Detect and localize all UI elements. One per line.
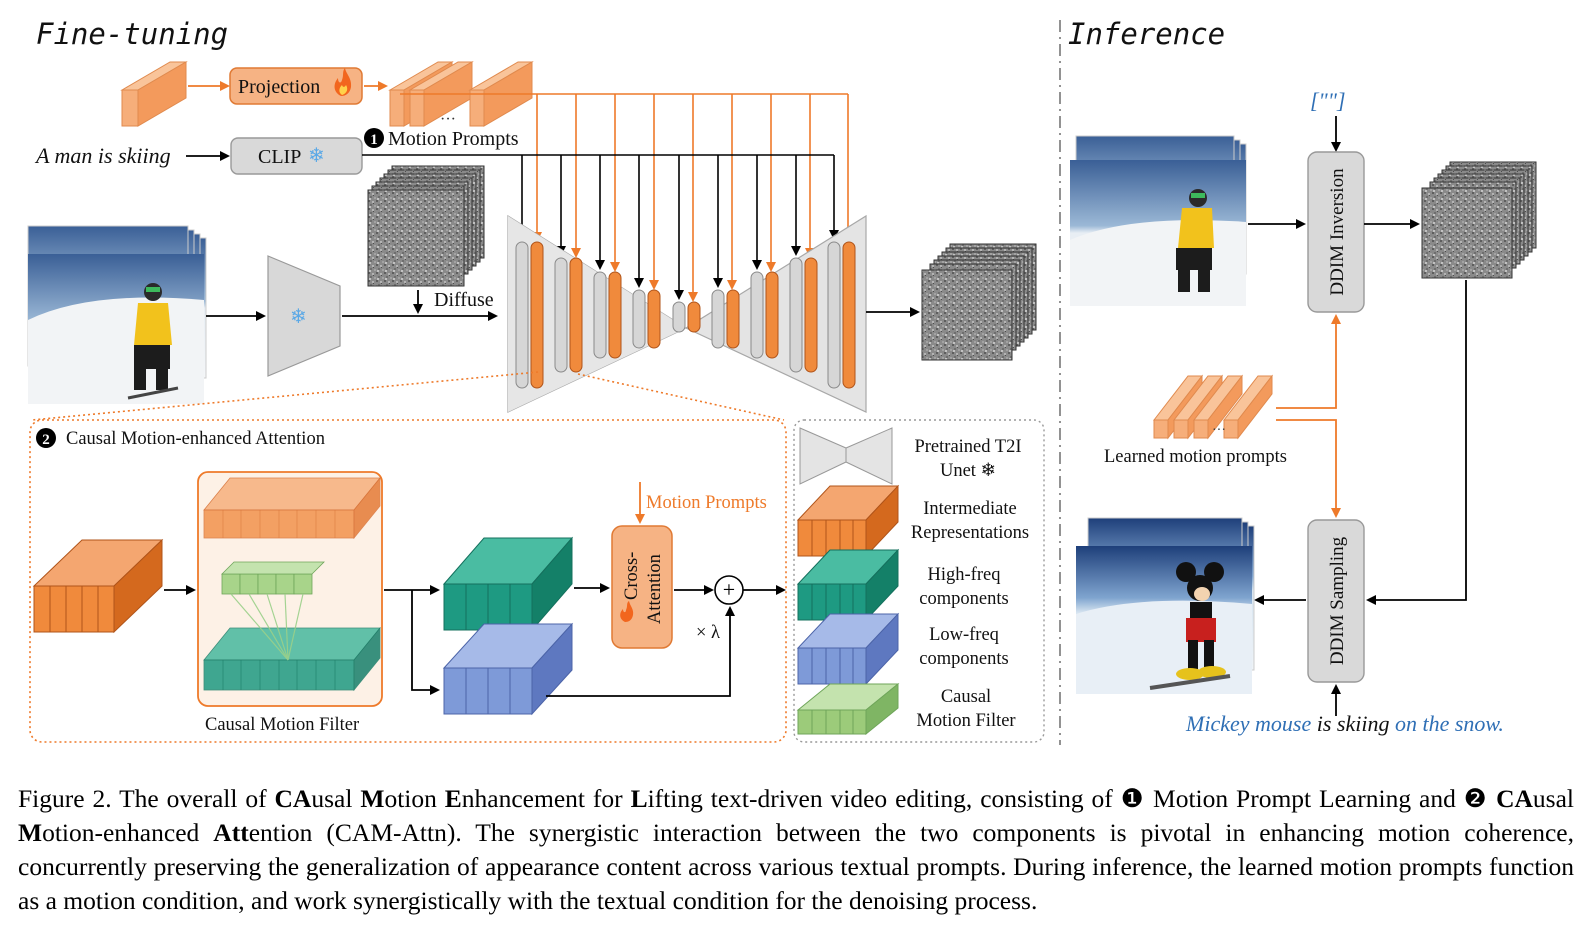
- legend-orange-line1: Intermediate: [923, 499, 1016, 519]
- output-latents: [921, 243, 1037, 361]
- step-two-badge: [36, 428, 56, 448]
- finetune-title: Fine-tuning: [36, 17, 228, 51]
- projection-block: Projection: [229, 67, 363, 105]
- cross-attention-label-2: Attention: [645, 554, 665, 624]
- legend-green-line2: Motion Filter: [916, 711, 1015, 731]
- target-prompt: Mickey mouse is skiing on the snow.: [1185, 711, 1504, 736]
- legend-teal-swatch: [796, 548, 900, 622]
- lambda-label: × λ: [696, 623, 720, 643]
- legend-green-line1: Causal: [941, 687, 991, 707]
- figure-caption: Figure 2. The overall of CAusal Motion E…: [18, 784, 1575, 915]
- cam-attention-panel: [29, 419, 787, 743]
- clip-label: CLIP: [258, 146, 301, 168]
- legend-unet-line1: Pretrained T2I: [914, 437, 1021, 457]
- legend-blue-line1: Low-freq: [929, 625, 999, 645]
- cross-attention-block: Cross- Attention: [611, 525, 673, 649]
- ddim-sampling-block: DDIM Sampling: [1307, 519, 1365, 683]
- inference-title: Inference: [1068, 17, 1225, 51]
- motion-prompts-label: Motion Prompts: [388, 128, 519, 150]
- ddim-inversion-block: DDIM Inversion: [1307, 151, 1365, 313]
- legend-orange-swatch: [796, 484, 900, 558]
- svg-text:1: 1: [370, 132, 378, 148]
- encoder-block: ❄: [267, 255, 341, 377]
- legend-panel: [793, 419, 1045, 743]
- edited-video-frames: [1076, 517, 1255, 694]
- causal-motion-filter-box: [197, 471, 383, 707]
- legend-green-swatch: [796, 682, 900, 736]
- mickey-figure: [1149, 562, 1231, 690]
- legend-blue-swatch: [796, 612, 900, 686]
- text-condition-lines: [362, 154, 839, 300]
- filter-kernel-row: [221, 561, 325, 595]
- high-freq-block: [442, 536, 574, 632]
- learned-ellipsis: ···: [1212, 423, 1226, 438]
- svg-text:2: 2: [42, 432, 50, 448]
- legend-blue-line2: components: [919, 649, 1008, 669]
- cross-attention-label-1: Cross-: [622, 552, 642, 600]
- learned-motion-prompt-tokens: [1152, 374, 1274, 440]
- noise-latents: [367, 165, 485, 287]
- legend-unet-swatch: [799, 427, 893, 485]
- target-prompt-scene: on the snow.: [1395, 711, 1504, 736]
- inverted-latents: [1421, 161, 1537, 279]
- fire-icon: [620, 601, 634, 622]
- legend-teal-line2: components: [919, 589, 1008, 609]
- causal-motion-filter-label: Causal Motion Filter: [205, 715, 359, 735]
- snowflake-icon: ❄: [308, 143, 325, 167]
- legend-teal-line1: High-freq: [928, 565, 1001, 585]
- method-diagram: Fine-tuning Inference Projection ··· 1 M…: [27, 17, 1537, 745]
- prompt-ellipsis: ···: [440, 111, 456, 128]
- target-prompt-subject: Mickey mouse: [1185, 711, 1311, 736]
- empty-prompt: [""]: [1310, 88, 1346, 113]
- unet: [507, 214, 867, 413]
- svg-text:+: +: [723, 577, 735, 602]
- source-video-frames: [1070, 135, 1247, 306]
- unet-layers: [515, 241, 856, 389]
- text-prompt: A man is skiing: [34, 143, 171, 168]
- text-embedding-token: [120, 61, 188, 127]
- diffuse-label: Diffuse: [434, 289, 494, 311]
- cam-title: Causal Motion-enhanced Attention: [66, 429, 325, 449]
- learned-motion-prompts-label: Learned motion prompts: [1104, 447, 1287, 467]
- skier-figure: [1176, 189, 1214, 292]
- step-one-badge: [364, 128, 384, 148]
- ddim-sampling-label: DDIM Sampling: [1327, 536, 1348, 665]
- intermediate-representation-block: [32, 538, 164, 634]
- projection-label: Projection: [238, 76, 320, 98]
- motion-prompts-input-label: Motion Prompts: [646, 493, 767, 513]
- legend-unet-line2: Unet ❄: [940, 461, 996, 481]
- target-prompt-verb: is skiing: [1311, 711, 1395, 736]
- skier-figure: [127, 283, 179, 400]
- ddim-inversion-label: DDIM Inversion: [1327, 168, 1348, 296]
- legend-orange-line2: Representations: [911, 523, 1029, 543]
- snowflake-icon: ❄: [290, 304, 307, 328]
- low-freq-block: [442, 622, 574, 716]
- motion-prompt-injection-lines: [400, 93, 853, 302]
- clip-block: CLIP ❄: [230, 137, 363, 175]
- input-video-frames: [27, 225, 207, 404]
